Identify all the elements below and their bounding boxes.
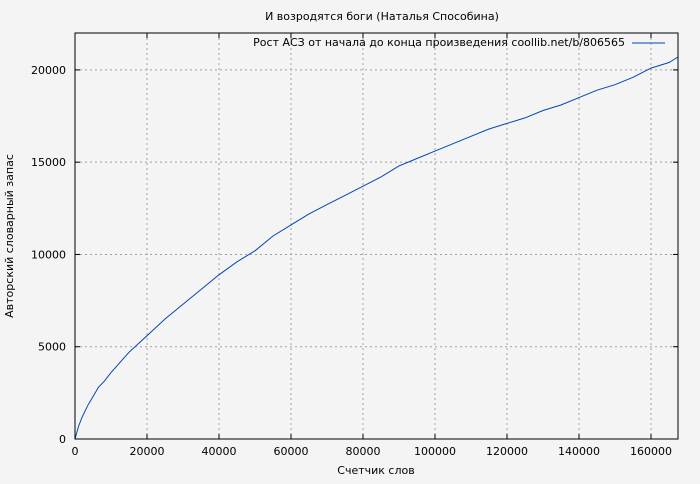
plot-frame [74,32,679,440]
y-tick-label: 20000 [31,64,66,77]
y-tick-label: 15000 [31,156,66,169]
y-tick-label: 0 [59,433,66,446]
x-tick-label: 160000 [630,445,672,458]
x-tick-label: 0 [72,445,79,458]
x-axis: 0 20000 40000 60000 80000 100000 120000 140000 1… [72,33,672,458]
y-tick-label: 5000 [38,341,66,354]
x-tick-label: 140000 [558,445,600,458]
x-axis-label: Счетчик слов [337,464,414,477]
x-tick-label: 120000 [486,445,528,458]
legend-label: Рост АСЗ от начала до конца произведения… [253,36,625,49]
chart-title: И возродятся боги (Наталья Способина) [265,10,499,23]
x-tick-label: 100000 [414,445,456,458]
x-tick-label: 60000 [274,445,309,458]
y-axis: 0 5000 10000 15000 20000 [31,64,678,446]
y-tick-label: 10000 [31,248,66,261]
x-tick-label: 80000 [346,445,381,458]
series-line [74,56,679,440]
x-tick-label: 40000 [202,445,237,458]
x-tick-label: 20000 [130,445,165,458]
grid [75,33,678,439]
y-axis-label: Авторский словарный запас [3,154,16,318]
